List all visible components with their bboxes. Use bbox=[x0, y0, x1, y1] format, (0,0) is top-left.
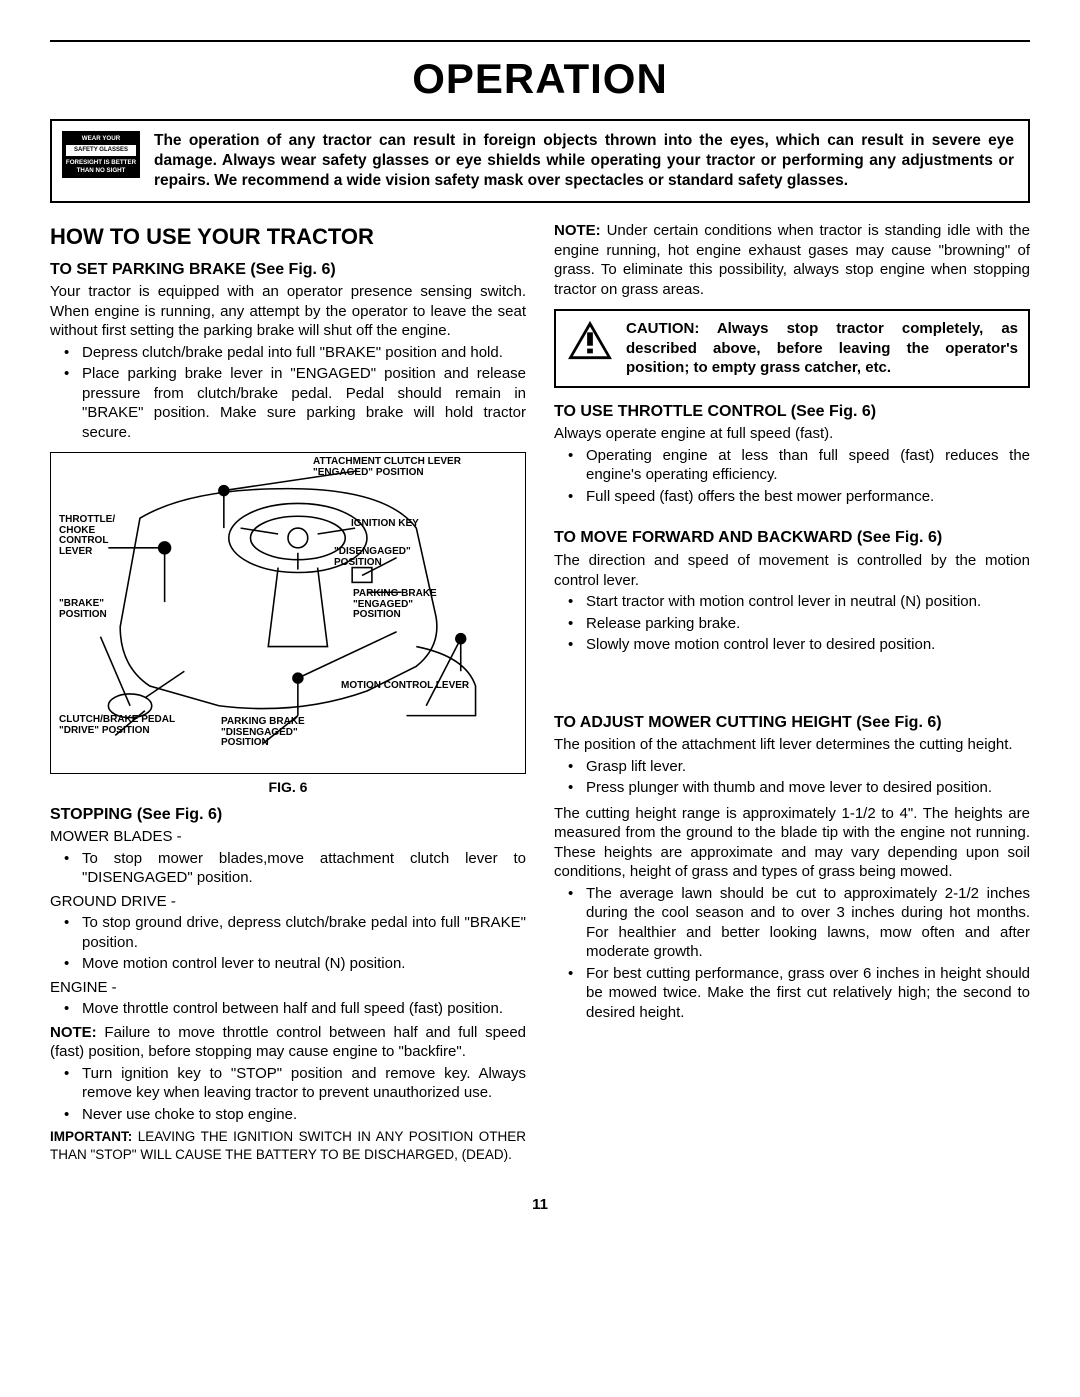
caution-lead: CAUTION: bbox=[626, 320, 717, 337]
left-column: HOW TO USE YOUR TRACTOR TO SET PARKING B… bbox=[50, 221, 526, 1165]
cut-height-text2: The cutting height range is approximatel… bbox=[554, 804, 1030, 882]
ground-drive-label: GROUND DRIVE - bbox=[50, 892, 526, 912]
top-rule bbox=[50, 40, 1030, 42]
list-item: For best cutting performance, grass over… bbox=[586, 964, 1030, 1023]
ground-drive-list: To stop ground drive, depress clutch/bra… bbox=[50, 913, 526, 974]
list-item: Move throttle control between half and f… bbox=[82, 999, 526, 1019]
label-clutch-pedal: CLUTCH/BRAKE PEDAL "DRIVE" POSITION bbox=[59, 715, 179, 736]
list-item: Press plunger with thumb and move lever … bbox=[586, 778, 1030, 798]
engine-list-2: Turn ignition key to "STOP" position and… bbox=[50, 1064, 526, 1125]
label-attach-clutch: ATTACHMENT CLUTCH LEVER "ENGAGED" POSITI… bbox=[313, 457, 473, 478]
cut-height-list2: The average lawn should be cut to approx… bbox=[554, 884, 1030, 1023]
two-column-layout: HOW TO USE YOUR TRACTOR TO SET PARKING B… bbox=[50, 221, 1030, 1165]
throttle-list: Operating engine at less than full speed… bbox=[554, 446, 1030, 507]
list-item: Never use choke to stop engine. bbox=[82, 1105, 526, 1125]
parking-brake-heading: TO SET PARKING BRAKE (See Fig. 6) bbox=[50, 260, 526, 281]
mower-blades-label: MOWER BLADES - bbox=[50, 827, 526, 847]
list-item: To stop ground drive, depress clutch/bra… bbox=[82, 913, 526, 952]
page-number: 11 bbox=[50, 1195, 1030, 1215]
note-text: Failure to move throttle control between… bbox=[50, 1024, 526, 1061]
mower-blades-list: To stop mower blades,move attachment clu… bbox=[50, 849, 526, 888]
page-title: OPERATION bbox=[50, 52, 1030, 107]
engine-label: ENGINE - bbox=[50, 978, 526, 998]
label-throttle: THROTTLE/ CHOKE CONTROL LEVER bbox=[59, 515, 134, 557]
label-pb-engaged: PARKING BRAKE "ENGAGED" POSITION bbox=[353, 589, 463, 621]
list-item: Grasp lift lever. bbox=[586, 757, 1030, 777]
move-list: Start tractor with motion control lever … bbox=[554, 592, 1030, 655]
figure-caption: FIG. 6 bbox=[50, 778, 526, 796]
parking-brake-text: Your tractor is equipped with an operato… bbox=[50, 282, 526, 341]
warning-triangle-icon bbox=[566, 319, 614, 361]
parking-brake-list: Depress clutch/brake pedal into full "BR… bbox=[50, 343, 526, 443]
note-lead: NOTE: bbox=[50, 1024, 97, 1041]
list-item: Start tractor with motion control lever … bbox=[586, 592, 1030, 612]
label-ignition: IGNITION KEY bbox=[351, 519, 419, 530]
stopping-heading: STOPPING (See Fig. 6) bbox=[50, 805, 526, 826]
list-item: Operating engine at less than full speed… bbox=[586, 446, 1030, 485]
label-brake-pos: "BRAKE" POSITION bbox=[59, 599, 129, 620]
cut-height-heading: TO ADJUST MOWER CUTTING HEIGHT (See Fig.… bbox=[554, 713, 1030, 734]
stopping-note: NOTE: Failure to move throttle control b… bbox=[50, 1023, 526, 1062]
caution-text: CAUTION: Always stop tractor completely,… bbox=[626, 319, 1018, 378]
badge-top: WEAR YOUR bbox=[65, 135, 137, 142]
important-lead: IMPORTANT: bbox=[50, 1129, 132, 1144]
list-item: Full speed (fast) offers the best mower … bbox=[586, 487, 1030, 507]
move-heading: TO MOVE FORWARD AND BACKWARD (See Fig. 6… bbox=[554, 528, 1030, 549]
right-column: NOTE: Under certain conditions when trac… bbox=[554, 221, 1030, 1165]
list-item: Slowly move motion control lever to desi… bbox=[586, 635, 1030, 655]
figure-6: ATTACHMENT CLUTCH LEVER "ENGAGED" POSITI… bbox=[50, 452, 526, 774]
stopping-heading-text: STOPPING (See Fig. 6) bbox=[50, 806, 222, 823]
label-pb-disengaged: PARKING BRAKE "DISENGAGED" POSITION bbox=[221, 717, 341, 749]
cut-height-text: The position of the attachment lift leve… bbox=[554, 735, 1030, 755]
engine-list-1: Move throttle control between half and f… bbox=[50, 999, 526, 1019]
right-note: NOTE: Under certain conditions when trac… bbox=[554, 221, 1030, 299]
important-note: IMPORTANT: LEAVING THE IGNITION SWITCH I… bbox=[50, 1128, 526, 1163]
safety-glasses-badge: WEAR YOUR SAFETY GLASSES FORESIGHT IS BE… bbox=[62, 131, 140, 179]
list-item: Turn ignition key to "STOP" position and… bbox=[82, 1064, 526, 1103]
note-lead: NOTE: bbox=[554, 222, 601, 239]
list-item: Release parking brake. bbox=[586, 614, 1030, 634]
list-item: Place parking brake lever in "ENGAGED" p… bbox=[82, 364, 526, 442]
label-motion: MOTION CONTROL LEVER bbox=[341, 681, 471, 692]
list-item: Move motion control lever to neutral (N)… bbox=[82, 954, 526, 974]
list-item: Depress clutch/brake pedal into full "BR… bbox=[82, 343, 526, 363]
move-text: The direction and speed of movement is c… bbox=[554, 551, 1030, 590]
cut-height-list: Grasp lift lever. Press plunger with thu… bbox=[554, 757, 1030, 798]
list-item: The average lawn should be cut to approx… bbox=[586, 884, 1030, 962]
how-to-use-heading: HOW TO USE YOUR TRACTOR bbox=[50, 223, 526, 252]
list-item: To stop mower blades,move attachment clu… bbox=[82, 849, 526, 888]
badge-bot: FORESIGHT IS BETTER THAN NO SIGHT bbox=[65, 159, 137, 174]
badge-mid: SAFETY GLASSES bbox=[65, 144, 137, 157]
note-text: Under certain conditions when tractor is… bbox=[554, 222, 1030, 298]
warning-text: The operation of any tractor can result … bbox=[154, 131, 1014, 191]
safety-warning-box: WEAR YOUR SAFETY GLASSES FORESIGHT IS BE… bbox=[50, 119, 1030, 203]
throttle-heading: TO USE THROTTLE CONTROL (See Fig. 6) bbox=[554, 402, 1030, 423]
throttle-text: Always operate engine at full speed (fas… bbox=[554, 424, 1030, 444]
caution-box: CAUTION: Always stop tractor completely,… bbox=[554, 309, 1030, 388]
label-disengaged: "DISENGAGED" POSITION bbox=[334, 547, 444, 568]
